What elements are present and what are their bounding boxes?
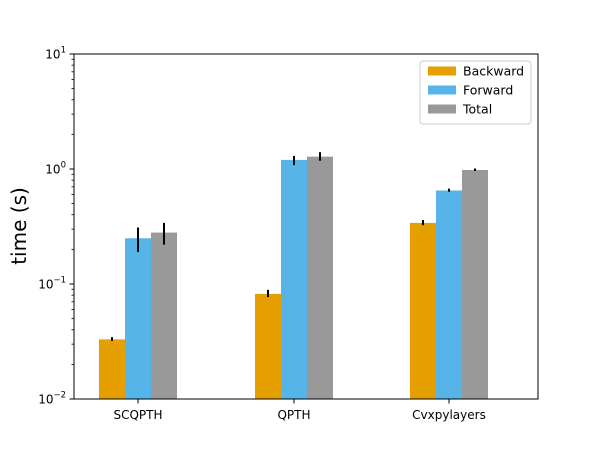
bar-backward-cvxpylayers (410, 222, 436, 399)
y-tick-label: 101 (45, 46, 66, 62)
x-tick-label: SCQPTH (113, 408, 162, 422)
plot-frame (73, 53, 539, 400)
x-tick-label: Cvxpylayers (412, 408, 486, 422)
legend-swatch-forward (428, 85, 456, 95)
bar-total-qpth (307, 156, 333, 399)
legend-label-forward: Forward (463, 83, 513, 98)
bar-total-scqpth (151, 232, 177, 399)
legend-label-backward: Backward (463, 64, 524, 79)
y-tick-label: 10−1 (38, 276, 66, 292)
legend-label-total: Total (462, 102, 492, 117)
legend-swatch-backward (428, 66, 456, 76)
x-tick-label: QPTH (277, 408, 310, 422)
bar-forward-scqpth (125, 238, 151, 399)
bar-forward-cvxpylayers (436, 190, 462, 399)
y-axis-title: time (s) (7, 187, 31, 265)
legend: Backward Forward Total (419, 60, 532, 125)
bar-backward-scqpth (99, 339, 125, 399)
error-bars-layer (111, 152, 476, 341)
bar-total-cvxpylayers (462, 170, 488, 399)
bar-backward-qpth (255, 293, 281, 399)
legend-swatch-total (428, 104, 456, 114)
bars-layer (99, 156, 488, 399)
x-axis: SCQPTH QPTH Cvxpylayers (113, 399, 486, 422)
y-tick-label: 100 (45, 161, 66, 177)
y-tick-label: 10−2 (38, 391, 66, 407)
bar-forward-qpth (281, 159, 307, 399)
y-axis: 10−2 10−1 100 101 (38, 46, 74, 407)
